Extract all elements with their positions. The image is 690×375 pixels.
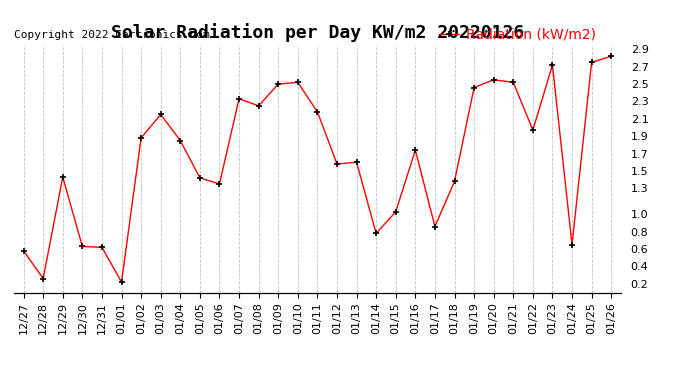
Radiation (kW/m2): [117, 280, 126, 284]
Radiation (kW/m2): [78, 244, 86, 249]
Title: Solar Radiation per Day KW/m2 20220126: Solar Radiation per Day KW/m2 20220126: [111, 23, 524, 42]
Radiation (kW/m2): [587, 60, 595, 64]
Radiation (kW/m2): [372, 231, 380, 236]
Radiation (kW/m2): [294, 80, 302, 85]
Radiation (kW/m2): [274, 82, 282, 86]
Radiation (kW/m2): [549, 63, 557, 67]
Radiation (kW/m2): [431, 224, 439, 229]
Radiation (kW/m2): [568, 243, 576, 247]
Radiation (kW/m2): [98, 245, 106, 250]
Radiation (kW/m2): [59, 175, 67, 179]
Radiation (kW/m2): [392, 210, 400, 214]
Radiation (kW/m2): [470, 85, 478, 90]
Radiation (kW/m2): [235, 97, 243, 101]
Radiation (kW/m2): [19, 249, 28, 253]
Radiation (kW/m2): [607, 54, 615, 58]
Radiation (kW/m2): [451, 179, 459, 184]
Radiation (kW/m2): [157, 112, 165, 117]
Radiation (kW/m2): [255, 104, 263, 108]
Radiation (kW/m2): [489, 78, 497, 82]
Radiation (kW/m2): [215, 182, 224, 186]
Radiation (kW/m2): [313, 110, 322, 114]
Radiation (kW/m2): [411, 148, 420, 152]
Radiation (kW/m2): [137, 136, 146, 140]
Radiation (kW/m2): [196, 176, 204, 180]
Radiation (kW/m2): [529, 128, 537, 132]
Line: Radiation (kW/m2): Radiation (kW/m2): [20, 53, 615, 285]
Text: Copyright 2022 Cartronics.com: Copyright 2022 Cartronics.com: [14, 30, 210, 40]
Radiation (kW/m2): [509, 80, 518, 85]
Radiation (kW/m2): [333, 162, 341, 166]
Radiation (kW/m2): [176, 138, 184, 143]
Radiation (kW/m2): [39, 276, 48, 281]
Radiation (kW/m2): [353, 160, 361, 165]
Legend: Radiation (kW/m2): Radiation (kW/m2): [433, 22, 602, 47]
